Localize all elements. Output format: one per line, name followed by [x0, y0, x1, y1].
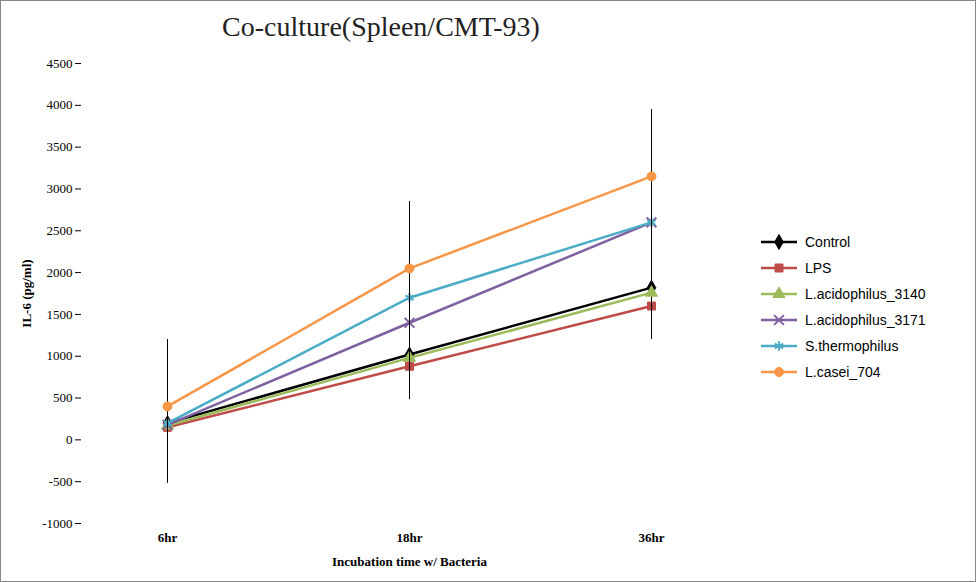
- svg-text:-500: -500: [49, 474, 73, 489]
- html-text:LPS: LPS: [805, 260, 832, 276]
- html-text:L.acidophilus_3140: L.acidophilus_3140: [805, 286, 926, 302]
- svg-text:6hr: 6hr: [158, 530, 178, 545]
- svg-text:500: 500: [53, 390, 73, 405]
- svg-text:Incubation time w/ Bacteria: Incubation time w/ Bacteria: [332, 554, 487, 569]
- svg-text:-1000: -1000: [42, 516, 72, 531]
- html-text:L.casei_704: L.casei_704: [805, 364, 881, 380]
- html-text:L.acidophilus_3171: L.acidophilus_3171: [805, 312, 926, 328]
- svg-text:2000: 2000: [47, 265, 73, 280]
- svg-text:2500: 2500: [47, 223, 73, 238]
- svg-text:18hr: 18hr: [397, 530, 423, 545]
- html-text:Control: Control: [805, 234, 851, 250]
- html-text:S.thermophilus: S.thermophilus: [805, 338, 899, 354]
- svg-text:1500: 1500: [47, 307, 73, 322]
- svg-text:IL-6 (pg/ml): IL-6 (pg/ml): [19, 259, 34, 327]
- svg-text:4000: 4000: [47, 97, 73, 112]
- svg-text:4500: 4500: [47, 56, 73, 71]
- svg-text:36hr: 36hr: [639, 530, 665, 545]
- svg-text:3000: 3000: [47, 181, 73, 196]
- svg-text:3500: 3500: [47, 139, 73, 154]
- svg-text:0: 0: [66, 432, 73, 447]
- svg-text:1000: 1000: [47, 348, 73, 363]
- html-text:Co-culture(Spleen/CMT-93): Co-culture(Spleen/CMT-93): [222, 11, 540, 42]
